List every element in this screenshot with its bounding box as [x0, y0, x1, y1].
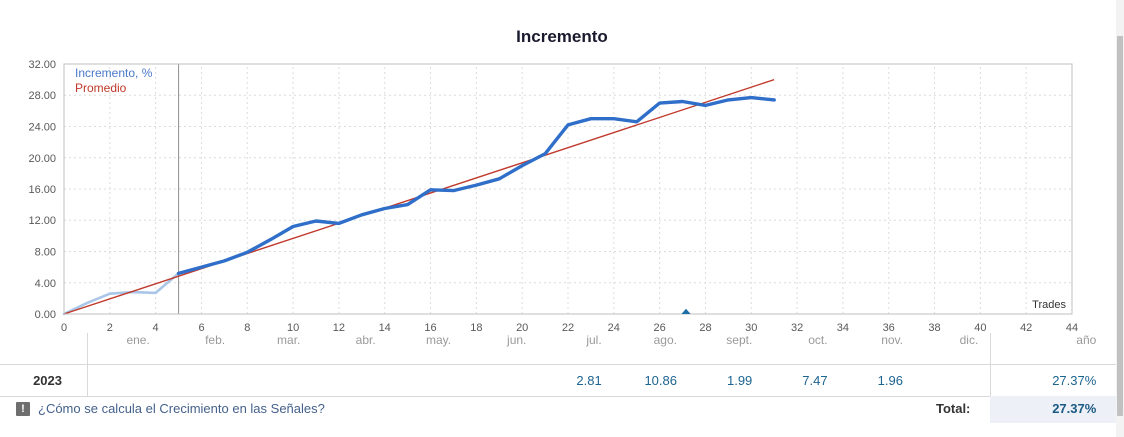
svg-text:24.00: 24.00	[28, 122, 56, 134]
svg-text:8.00: 8.00	[35, 247, 56, 259]
svg-text:12.00: 12.00	[28, 215, 56, 227]
svg-text:16.00: 16.00	[28, 184, 56, 196]
svg-text:20.00: 20.00	[28, 153, 56, 165]
svg-text:0.00: 0.00	[35, 309, 56, 321]
svg-text:Trades: Trades	[1032, 299, 1066, 311]
svg-text:28.00: 28.00	[28, 90, 56, 102]
svg-text:4.00: 4.00	[35, 278, 56, 290]
svg-text:32.00: 32.00	[28, 60, 56, 71]
